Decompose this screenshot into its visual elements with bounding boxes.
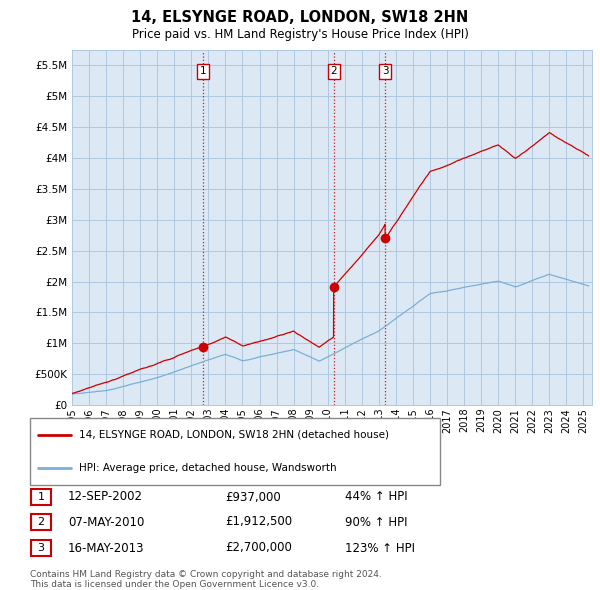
Text: 07-MAY-2010: 07-MAY-2010: [68, 516, 145, 529]
Text: £937,000: £937,000: [225, 490, 281, 503]
Text: 1: 1: [37, 492, 44, 502]
Text: £2,700,000: £2,700,000: [225, 542, 292, 555]
Text: 3: 3: [37, 543, 44, 553]
Text: 14, ELSYNGE ROAD, LONDON, SW18 2HN: 14, ELSYNGE ROAD, LONDON, SW18 2HN: [131, 10, 469, 25]
Text: 123% ↑ HPI: 123% ↑ HPI: [345, 542, 415, 555]
Text: 12-SEP-2002: 12-SEP-2002: [68, 490, 143, 503]
Text: 3: 3: [382, 66, 389, 76]
Text: Price paid vs. HM Land Registry's House Price Index (HPI): Price paid vs. HM Land Registry's House …: [131, 28, 469, 41]
Text: 90% ↑ HPI: 90% ↑ HPI: [345, 516, 407, 529]
Text: 16-MAY-2013: 16-MAY-2013: [68, 542, 145, 555]
Text: 2: 2: [331, 66, 337, 76]
Text: HPI: Average price, detached house, Wandsworth: HPI: Average price, detached house, Wand…: [79, 463, 337, 473]
Text: 44% ↑ HPI: 44% ↑ HPI: [345, 490, 407, 503]
Text: 1: 1: [200, 66, 206, 76]
Text: £1,912,500: £1,912,500: [225, 516, 292, 529]
Text: Contains HM Land Registry data © Crown copyright and database right 2024.
This d: Contains HM Land Registry data © Crown c…: [30, 570, 382, 589]
Text: 14, ELSYNGE ROAD, LONDON, SW18 2HN (detached house): 14, ELSYNGE ROAD, LONDON, SW18 2HN (deta…: [79, 430, 389, 440]
Text: 2: 2: [37, 517, 44, 527]
